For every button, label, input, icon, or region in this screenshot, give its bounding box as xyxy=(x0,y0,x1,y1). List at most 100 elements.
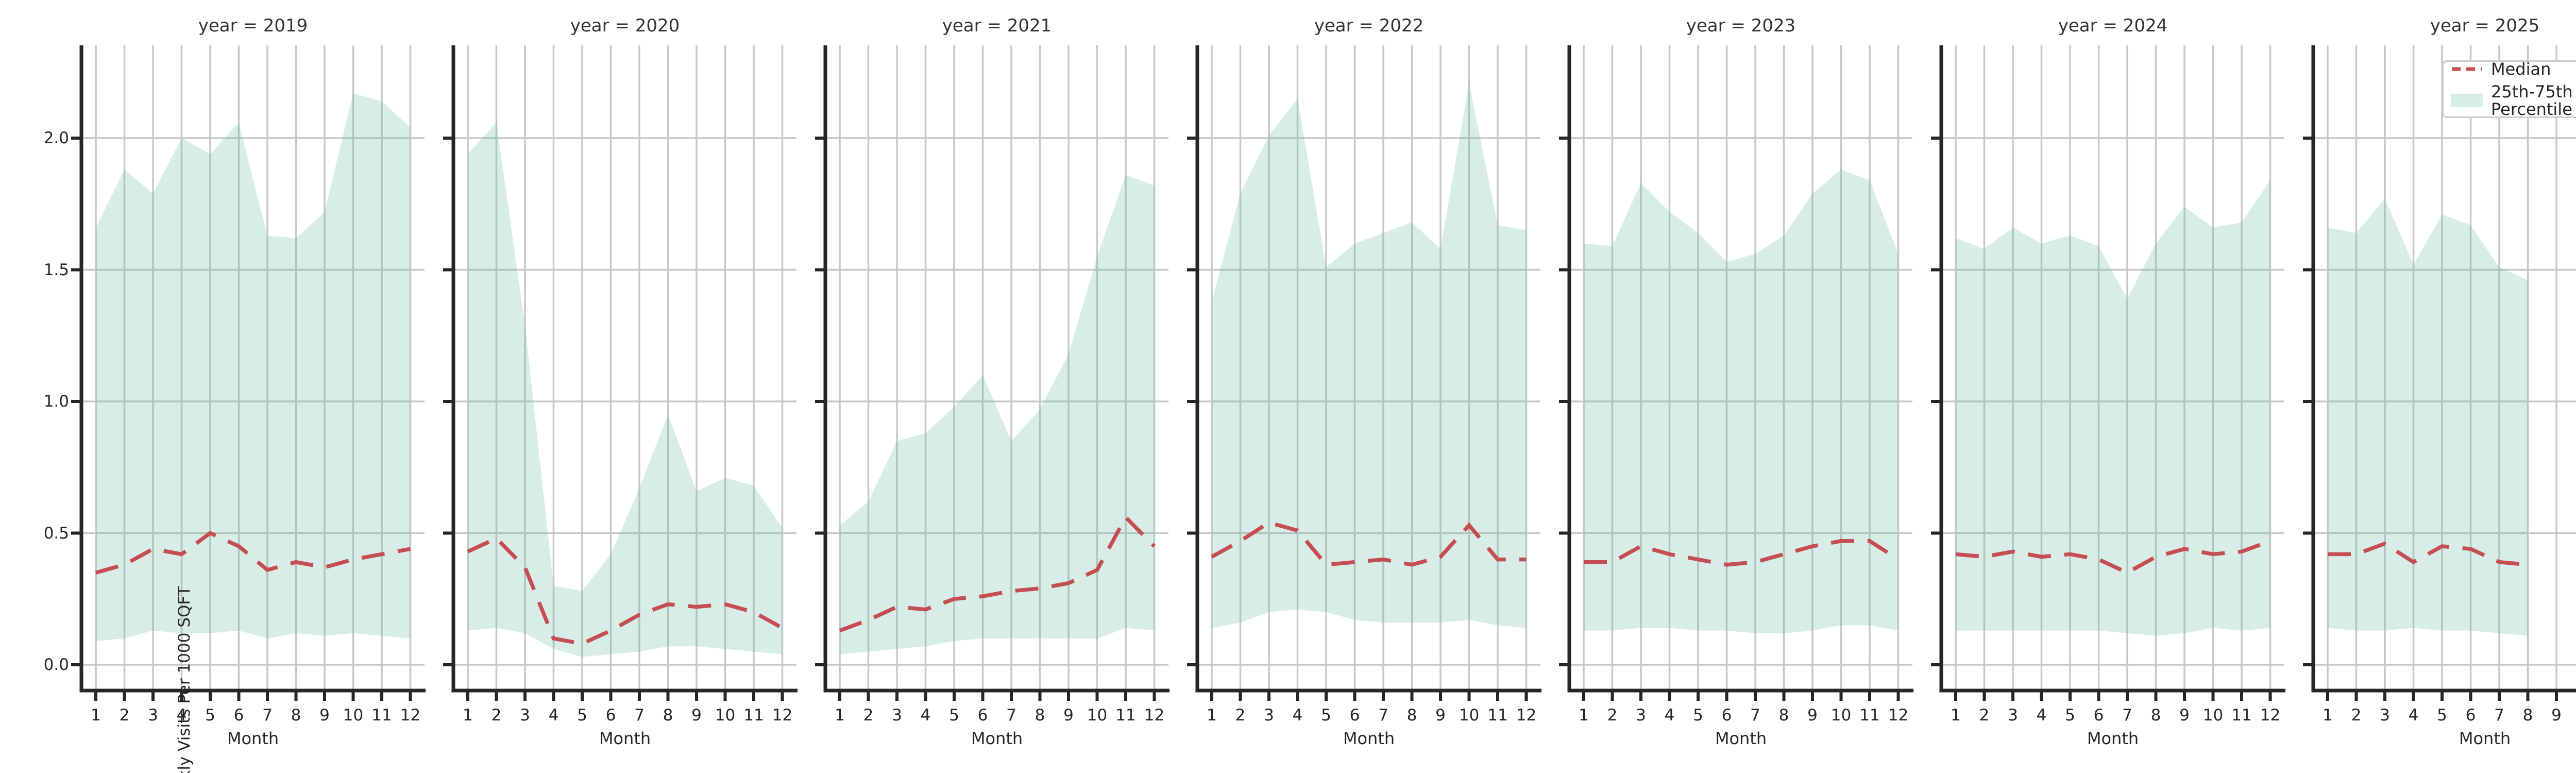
percentile-band-2025 xyxy=(2328,198,2528,636)
x-tick-label: 4 xyxy=(1664,706,1675,725)
x-tick-label: 1 xyxy=(1951,706,1961,725)
y-tick-label: 0.5 xyxy=(43,524,69,543)
x-tick-label: 6 xyxy=(977,706,988,725)
percentile-band-2023 xyxy=(1584,170,1899,633)
x-tick-label: 5 xyxy=(2437,706,2447,725)
x-tick-label: 12 xyxy=(772,706,793,725)
x-tick-label: 7 xyxy=(1750,706,1760,725)
x-tick-label: 1 xyxy=(835,706,845,725)
x-axis-label: Month xyxy=(2459,729,2511,748)
x-tick-label: 4 xyxy=(2408,706,2419,725)
legend: Median 25th-75th Percentile xyxy=(2442,60,2576,118)
x-tick-label: 12 xyxy=(2260,706,2281,725)
x-tick-label: 6 xyxy=(233,706,244,725)
x-tick-label: 3 xyxy=(2380,706,2390,725)
x-tick-label: 1 xyxy=(463,706,473,725)
median-line-2023 xyxy=(1584,539,1900,567)
x-tick-label: 3 xyxy=(148,706,158,725)
x-tick-label: 6 xyxy=(2093,706,2104,725)
x-tick-label: 11 xyxy=(1859,706,1880,725)
x-tick-label: 5 xyxy=(949,706,959,725)
x-tick-label: 6 xyxy=(2465,706,2476,725)
percentile-band-2019 xyxy=(96,93,411,642)
x-tick-label: 9 xyxy=(2179,706,2190,725)
y-tick-label: 0.0 xyxy=(43,656,69,674)
x-tick-label: 4 xyxy=(2036,706,2047,725)
percentile-band-2021 xyxy=(840,175,1155,654)
x-tick-label: 3 xyxy=(1636,706,1646,725)
x-tick-label: 5 xyxy=(577,706,587,725)
x-tick-label: 11 xyxy=(2231,706,2252,725)
x-tick-label: 4 xyxy=(176,706,187,725)
x-axis-label: Month xyxy=(1343,729,1395,748)
facet-title-2022: year = 2022 xyxy=(1314,15,1424,36)
x-tick-label: 7 xyxy=(2122,706,2132,725)
percentile-band-patch-icon xyxy=(2451,94,2483,107)
x-tick-label: 9 xyxy=(2551,706,2562,725)
x-tick-label: 2 xyxy=(1235,706,1246,725)
x-tick-label: 5 xyxy=(205,706,215,725)
x-tick-label: 4 xyxy=(548,706,559,725)
x-tick-label: 8 xyxy=(1035,706,1045,725)
x-tick-label: 9 xyxy=(1807,706,1818,725)
x-tick-label: 10 xyxy=(1087,706,1108,725)
facet-title-2023: year = 2023 xyxy=(1686,15,1796,36)
x-tick-label: 1 xyxy=(1207,706,1217,725)
x-tick-label: 8 xyxy=(2150,706,2161,725)
x-axis-label: Month xyxy=(1715,729,1767,748)
x-tick-label: 7 xyxy=(2494,706,2504,725)
x-tick-label: 8 xyxy=(1406,706,1417,725)
x-tick-label: 10 xyxy=(1459,706,1480,725)
x-tick-label: 12 xyxy=(400,706,421,725)
x-tick-label: 9 xyxy=(319,706,330,725)
x-tick-label: 7 xyxy=(1378,706,1388,725)
x-tick-label: 9 xyxy=(1435,706,1446,725)
percentile-band-2022 xyxy=(1212,82,1527,628)
x-tick-label: 10 xyxy=(2202,706,2224,725)
x-tick-label: 1 xyxy=(2323,706,2333,725)
x-axis-label: Month xyxy=(599,729,651,748)
x-tick-label: 2 xyxy=(1979,706,1990,725)
legend-label-band: 25th-75th Percentile xyxy=(2491,82,2573,119)
x-tick-label: 11 xyxy=(743,706,764,725)
x-axis-label: Month xyxy=(2087,729,2139,748)
x-tick-label: 6 xyxy=(1721,706,1732,725)
x-tick-label: 10 xyxy=(1831,706,1852,725)
x-tick-label: 8 xyxy=(291,706,301,725)
median-line-2022 xyxy=(1211,520,1527,567)
x-tick-label: 10 xyxy=(2565,706,2576,725)
facet-title-2020: year = 2020 xyxy=(570,15,680,36)
x-tick-label: 3 xyxy=(1264,706,1274,725)
x-tick-label: 3 xyxy=(892,706,902,725)
x-tick-label: 7 xyxy=(1006,706,1016,725)
x-tick-label: 12 xyxy=(1888,706,1909,725)
x-tick-label: 2 xyxy=(1607,706,1618,725)
x-tick-label: 9 xyxy=(691,706,702,725)
x-tick-label: 11 xyxy=(1115,706,1136,725)
x-tick-label: 8 xyxy=(1778,706,1789,725)
x-tick-label: 8 xyxy=(2522,706,2533,725)
x-tick-label: 7 xyxy=(634,706,645,725)
x-tick-label: 1 xyxy=(1579,706,1589,725)
facet-title-2019: year = 2019 xyxy=(198,15,308,36)
x-tick-label: 11 xyxy=(371,706,392,725)
x-tick-label: 3 xyxy=(520,706,530,725)
x-tick-label: 11 xyxy=(1487,706,1508,725)
x-axis-label: Month xyxy=(971,729,1023,748)
facet-title-2021: year = 2021 xyxy=(942,15,1052,36)
x-tick-label: 5 xyxy=(1321,706,1331,725)
facet-title-2025: year = 2025 xyxy=(2430,15,2540,36)
median-line-2020 xyxy=(467,536,784,646)
x-tick-label: 2 xyxy=(2351,706,2362,725)
x-axis-label: Month xyxy=(227,729,279,748)
median-line-2021 xyxy=(839,514,1156,633)
x-tick-label: 5 xyxy=(2065,706,2075,725)
legend-label-median: Median xyxy=(2491,59,2551,79)
median-dashed-line-icon xyxy=(2452,67,2482,71)
y-tick-label: 1.0 xyxy=(43,392,69,411)
x-tick-label: 2 xyxy=(863,706,874,725)
x-tick-label: 3 xyxy=(2008,706,2018,725)
x-tick-label: 8 xyxy=(663,706,673,725)
